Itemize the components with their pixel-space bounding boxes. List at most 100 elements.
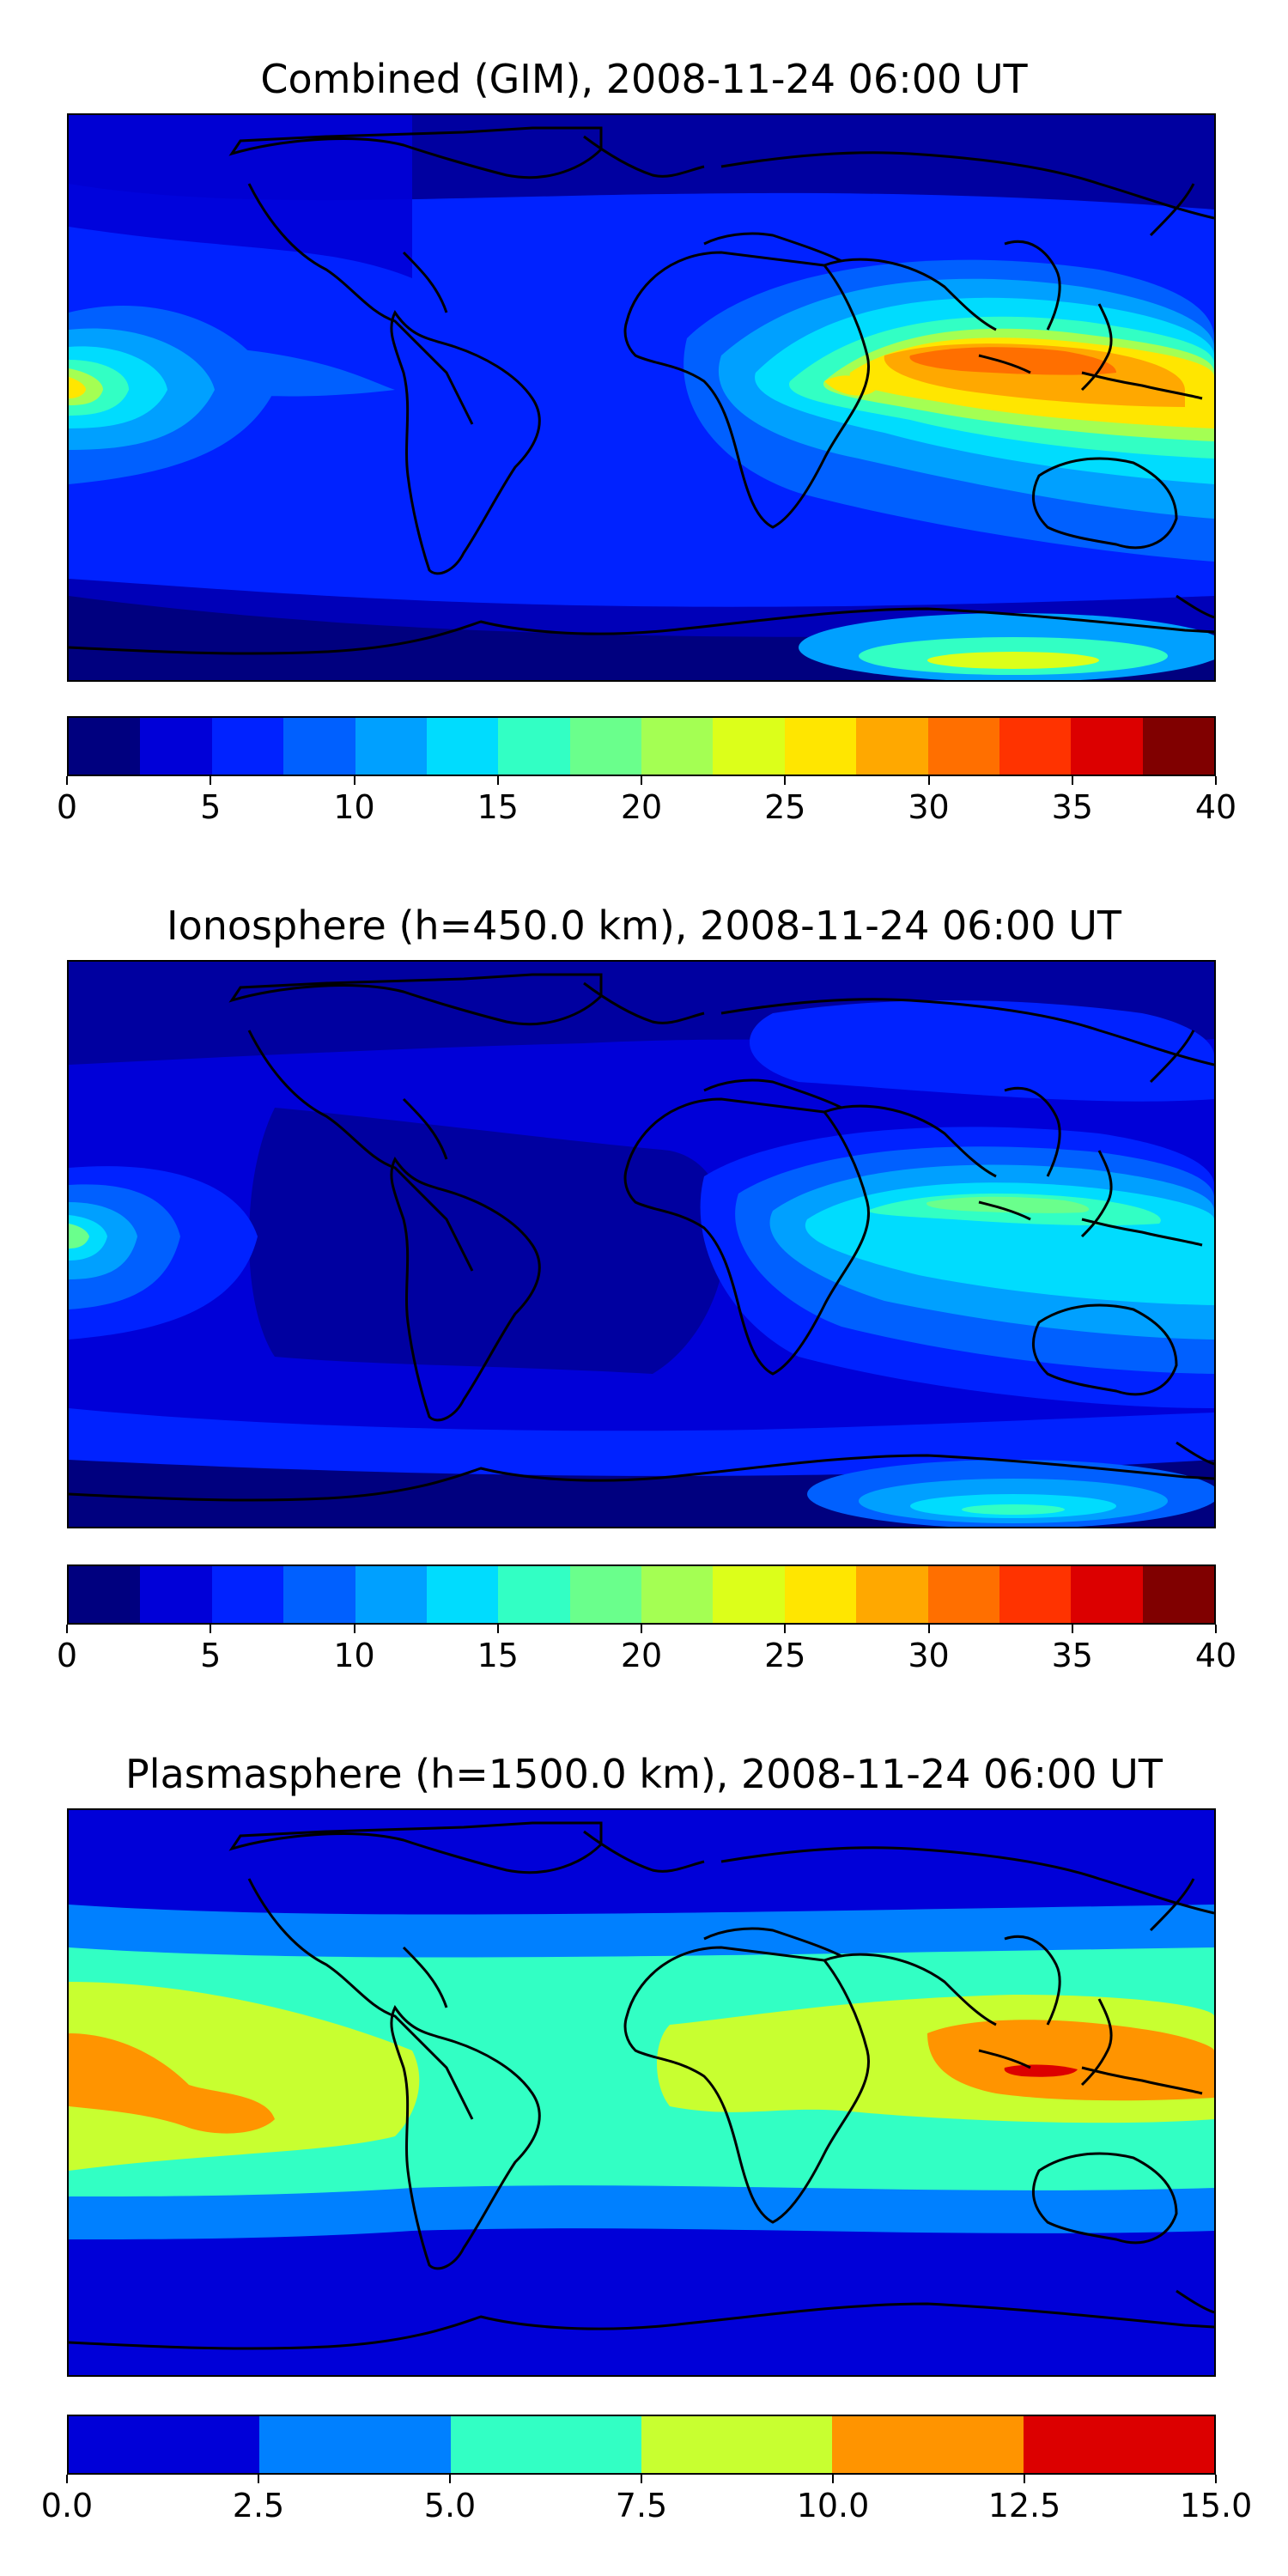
colorbar-segment bbox=[450, 2416, 641, 2473]
tick-mark bbox=[66, 1625, 68, 1633]
tick-label: 15 bbox=[477, 1637, 519, 1674]
tick-mark bbox=[1215, 1625, 1217, 1633]
tick-label: 35 bbox=[1051, 788, 1093, 826]
tick-label: 10 bbox=[333, 1637, 375, 1674]
colorbar-segment bbox=[355, 1566, 427, 1623]
tick-label: 10.0 bbox=[796, 2487, 870, 2524]
tick-label: 0 bbox=[56, 788, 78, 826]
tick-mark bbox=[210, 776, 212, 785]
tick-label: 25 bbox=[764, 1637, 806, 1674]
colorbar-segment bbox=[283, 718, 355, 775]
tec-contour-field bbox=[69, 962, 1214, 1527]
tick-mark bbox=[496, 1625, 499, 1633]
tick-label: 15.0 bbox=[1179, 2487, 1253, 2524]
colorbar-segment bbox=[856, 1566, 928, 1623]
tick-label: 35 bbox=[1051, 1637, 1093, 1674]
colorbar-segment bbox=[999, 718, 1072, 775]
colorbar-segment bbox=[1142, 1566, 1214, 1623]
colorbar-segment bbox=[259, 2416, 451, 2473]
colorbar-segment bbox=[283, 1566, 355, 1623]
colorbar-segment bbox=[355, 718, 427, 775]
tick-mark bbox=[641, 2475, 642, 2483]
tick-mark bbox=[641, 1625, 642, 1633]
tick-mark bbox=[784, 1625, 787, 1633]
tick-label: 20 bbox=[620, 1637, 663, 1674]
tick-label: 7.5 bbox=[615, 2487, 668, 2524]
colorbar-segment bbox=[69, 718, 141, 775]
tick-label: 2.5 bbox=[232, 2487, 285, 2524]
tec-contour-field bbox=[69, 1810, 1214, 2375]
colorbar-segment bbox=[784, 1566, 857, 1623]
tick-mark bbox=[66, 776, 68, 785]
tick-mark bbox=[784, 776, 787, 785]
colorbar-segment bbox=[498, 718, 570, 775]
colorbar-segment bbox=[832, 2416, 1024, 2473]
colorbar-segment bbox=[1142, 718, 1214, 775]
colorbar-ticks: 0.0 2.5 5.0 7.5 10.0 12.5 15.0 bbox=[41, 2475, 1252, 2526]
tick-mark bbox=[832, 2475, 834, 2483]
tick-label: 10 bbox=[333, 788, 375, 826]
tick-mark bbox=[1071, 1625, 1073, 1633]
colorbar-segment bbox=[927, 718, 999, 775]
colorbar-segment bbox=[140, 1566, 212, 1623]
colorbar-segment bbox=[1071, 1566, 1143, 1623]
colorbar-segment bbox=[498, 1566, 570, 1623]
tec-map bbox=[67, 960, 1216, 1528]
tec-map bbox=[67, 1808, 1216, 2377]
tick-mark bbox=[1024, 2475, 1025, 2483]
tick-label: 5 bbox=[200, 788, 222, 826]
colorbar-segment bbox=[426, 718, 499, 775]
tick-label: 40 bbox=[1194, 788, 1237, 826]
coastline-overlay bbox=[69, 126, 1214, 655]
colorbar-segment bbox=[1023, 2416, 1214, 2473]
tick-mark bbox=[1215, 776, 1217, 785]
map-title: Combined (GIM), 2008-11-24 06:00 UT bbox=[260, 56, 1028, 102]
tick-label: 30 bbox=[908, 1637, 950, 1674]
tick-label: 12.5 bbox=[987, 2487, 1061, 2524]
tick-label: 0.0 bbox=[40, 2487, 94, 2524]
colorbar-ticks: 0 5 10 15 20 25 30 35 40 bbox=[57, 776, 1236, 828]
coastline-overlay bbox=[69, 1821, 1214, 2350]
tick-label: 25 bbox=[764, 788, 806, 826]
tick-label: 5 bbox=[200, 1637, 222, 1674]
tick-label: 20 bbox=[620, 788, 663, 826]
tick-mark bbox=[496, 776, 499, 785]
colorbar-segment bbox=[426, 1566, 499, 1623]
colorbar-segment bbox=[569, 718, 641, 775]
tick-label: 30 bbox=[908, 788, 950, 826]
tick-mark bbox=[449, 2475, 451, 2483]
tick-mark bbox=[1071, 776, 1073, 785]
tick-label: 15 bbox=[477, 788, 519, 826]
colorbar-segment bbox=[713, 718, 785, 775]
colorbar-segment bbox=[69, 2416, 260, 2473]
tick-mark bbox=[258, 2475, 259, 2483]
colorbar-segment bbox=[641, 718, 714, 775]
colorbar-segment bbox=[1071, 718, 1143, 775]
colorbar-segment bbox=[856, 718, 928, 775]
colorbar-segment bbox=[713, 1566, 785, 1623]
tick-mark bbox=[641, 776, 642, 785]
tick-mark bbox=[353, 1625, 355, 1633]
tick-mark bbox=[927, 776, 930, 785]
tick-label: 0 bbox=[56, 1637, 78, 1674]
colorbar-segment bbox=[140, 718, 212, 775]
tick-mark bbox=[1215, 2475, 1217, 2483]
tick-mark bbox=[66, 2475, 68, 2483]
coastline-overlay bbox=[69, 973, 1214, 1502]
tick-mark bbox=[353, 776, 355, 785]
colorbar bbox=[67, 1564, 1216, 1625]
tick-label: 5.0 bbox=[423, 2487, 477, 2524]
colorbar-segment bbox=[211, 1566, 284, 1623]
colorbar-segment bbox=[999, 1566, 1072, 1623]
colorbar-segment bbox=[641, 2416, 833, 2473]
colorbar-segment bbox=[641, 1566, 714, 1623]
colorbar-segment bbox=[927, 1566, 999, 1623]
colorbar-segment bbox=[69, 1566, 141, 1623]
map-title: Plasmasphere (h=1500.0 km), 2008-11-24 0… bbox=[125, 1751, 1163, 1797]
colorbar bbox=[67, 2415, 1216, 2475]
map-title: Ionosphere (h=450.0 km), 2008-11-24 06:0… bbox=[167, 902, 1121, 949]
colorbar-segment bbox=[211, 718, 284, 775]
colorbar-ticks: 0 5 10 15 20 25 30 35 40 bbox=[57, 1625, 1236, 1676]
tec-map bbox=[67, 113, 1216, 682]
tick-mark bbox=[927, 1625, 930, 1633]
